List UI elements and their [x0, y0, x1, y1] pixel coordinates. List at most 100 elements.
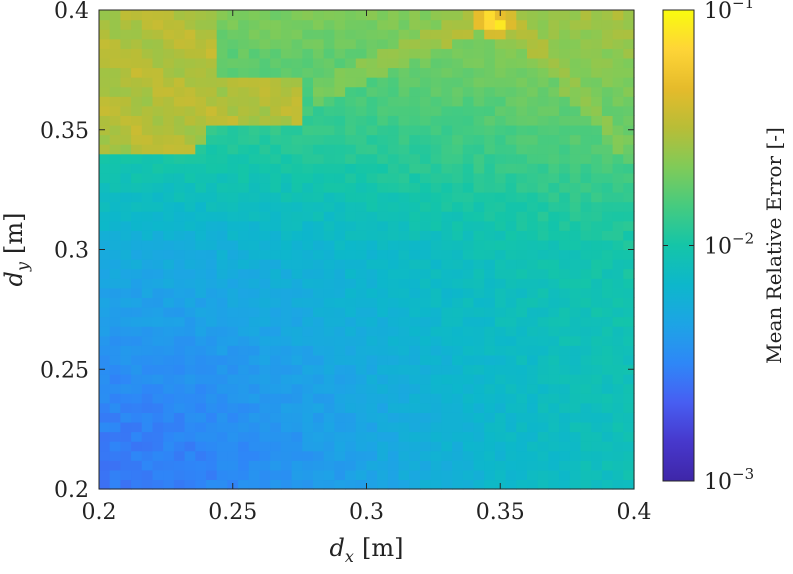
heatmap-cell [494, 441, 507, 452]
heatmap-cell [99, 383, 111, 394]
heatmap-cell [409, 249, 421, 260]
heatmap-cell [559, 259, 571, 270]
heatmap-cell [580, 38, 592, 49]
heatmap-cell [366, 450, 378, 461]
heatmap-cell [227, 115, 239, 126]
heatmap-cell [227, 450, 239, 461]
heatmap-cell [302, 326, 314, 337]
heatmap-cell [559, 86, 571, 97]
heatmap-cell [484, 239, 496, 251]
heatmap-cell [527, 192, 539, 203]
heatmap-cell [163, 249, 175, 260]
heatmap-cell [473, 431, 485, 442]
heatmap-cell [452, 345, 464, 356]
heatmap-cell [152, 105, 164, 116]
heatmap-cell [248, 172, 261, 184]
heatmap-cell [334, 402, 346, 413]
heatmap-cell [494, 306, 507, 318]
heatmap-cell [387, 19, 400, 30]
heatmap-cell [462, 316, 475, 327]
heatmap-cell [345, 383, 357, 394]
heatmap-cell [109, 144, 121, 155]
heatmap-cell [420, 354, 432, 366]
heatmap-cell [270, 211, 282, 222]
heatmap-cell [216, 19, 228, 30]
heatmap-cell [270, 96, 282, 107]
heatmap-cell [601, 364, 614, 375]
heatmap-cell [387, 479, 400, 490]
heatmap-cell [227, 354, 239, 366]
heatmap-cell [227, 77, 239, 88]
heatmap-cell [569, 86, 582, 97]
heatmap-cell [612, 354, 624, 366]
heatmap-cell [580, 460, 592, 471]
heatmap-cell [238, 297, 250, 308]
heatmap-cell [366, 19, 378, 30]
heatmap-cell [612, 326, 624, 337]
heatmap-cell [99, 105, 111, 116]
heatmap-cell [238, 412, 250, 423]
heatmap-cell [131, 220, 143, 231]
heatmap-cell [248, 412, 261, 423]
heatmap-cell [248, 335, 261, 346]
heatmap-cell [430, 124, 442, 136]
heatmap-cell [206, 345, 218, 356]
heatmap-cell [366, 441, 378, 452]
heatmap-cell [398, 230, 410, 241]
heatmap-cell [323, 326, 335, 337]
heatmap-cell [452, 450, 464, 461]
heatmap-cell [184, 393, 196, 404]
heatmap-cell [441, 441, 453, 452]
heatmap-cell [120, 182, 132, 193]
heatmap-cell [184, 201, 196, 212]
heatmap-cell [537, 96, 549, 107]
heatmap-cell [206, 192, 218, 203]
heatmap-cell [238, 364, 250, 375]
heatmap-cell [302, 412, 314, 423]
heatmap-cell [527, 220, 539, 231]
heatmap-cell [238, 192, 250, 203]
heatmap-cell [473, 163, 485, 174]
heatmap-cell [527, 163, 539, 174]
heatmap-cell [323, 77, 335, 88]
heatmap-cell [430, 278, 442, 289]
heatmap-cell [409, 153, 421, 164]
heatmap-cell [409, 412, 421, 423]
heatmap-cell [270, 153, 282, 164]
heatmap-cell [548, 469, 560, 481]
heatmap-cell [569, 96, 582, 107]
heatmap-cell [377, 374, 389, 385]
heatmap-cell [462, 105, 475, 116]
heatmap-cell [131, 77, 143, 88]
heatmap-cell [163, 153, 175, 164]
heatmap-cell [355, 201, 368, 212]
heatmap-cell [131, 441, 143, 452]
heatmap-cell [355, 421, 368, 433]
heatmap-cell [548, 259, 560, 270]
heatmap-cell [494, 326, 507, 337]
heatmap-cell [591, 192, 603, 203]
heatmap-cell [323, 316, 335, 327]
heatmap-cell [430, 431, 442, 442]
heatmap-cell [377, 163, 389, 174]
heatmap-cell [366, 86, 378, 97]
heatmap-cell [420, 374, 432, 385]
heatmap-cell [623, 172, 635, 184]
heatmap-cell [302, 115, 314, 126]
heatmap-cell [280, 124, 293, 136]
heatmap-cell [173, 77, 186, 88]
heatmap-cell [345, 57, 357, 69]
heatmap-cell [206, 19, 218, 30]
heatmap-cell [409, 469, 421, 481]
heatmap-cell [430, 211, 442, 222]
heatmap-cell [173, 201, 186, 212]
heatmap-cell [99, 326, 111, 337]
heatmap-cell [259, 19, 271, 30]
heatmap-cell [473, 354, 485, 366]
heatmap-cell [313, 19, 325, 30]
heatmap-cell [270, 393, 282, 404]
heatmap-cell [548, 230, 560, 241]
heatmap-cell [452, 182, 464, 193]
heatmap-cell [505, 86, 517, 97]
heatmap-cell [420, 124, 432, 136]
